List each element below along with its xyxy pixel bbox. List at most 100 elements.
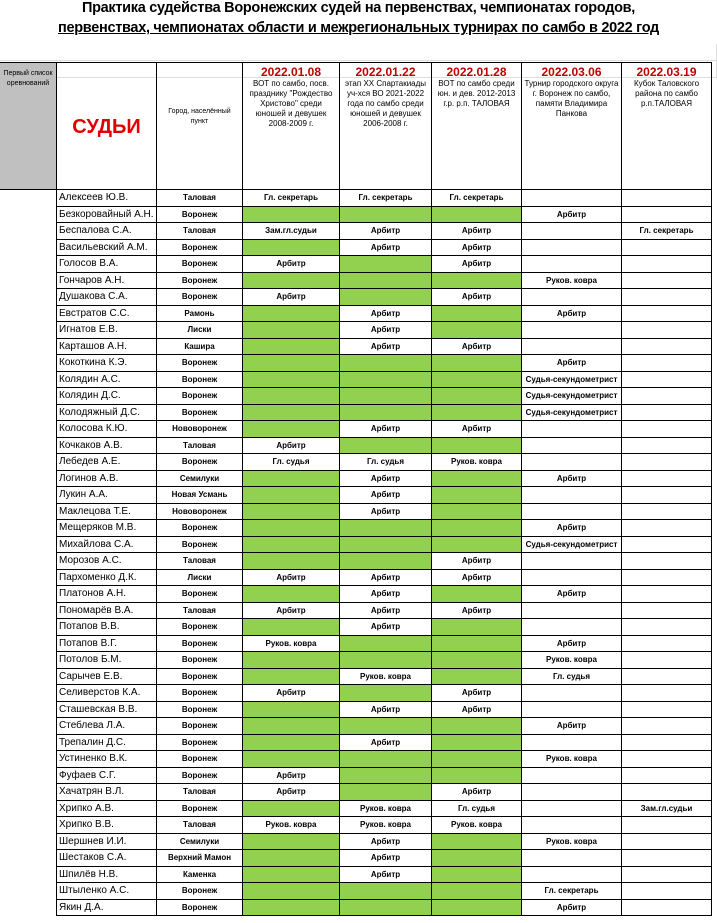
city: Каменка [157, 866, 243, 883]
row-spacer [0, 850, 57, 867]
role-cell [522, 619, 622, 636]
role-cell [243, 404, 340, 421]
row-spacer [0, 437, 57, 454]
role-cell: Арбитр [340, 239, 432, 256]
role-cell [243, 487, 340, 504]
judge-name: Безкоровайный А.Н. [57, 206, 157, 223]
role-cell [432, 866, 522, 883]
role-cell: Гл. секретарь [340, 190, 432, 207]
role-cell [340, 767, 432, 784]
role-cell [432, 767, 522, 784]
row-spacer [0, 883, 57, 900]
city: Таловая [157, 437, 243, 454]
role-cell [622, 239, 712, 256]
role-cell [243, 520, 340, 537]
row-spacer [0, 305, 57, 322]
city: Лиски [157, 569, 243, 586]
role-cell [432, 355, 522, 372]
role-cell: Арбитр [432, 223, 522, 240]
judge-name: Потолов Б.М. [57, 652, 157, 669]
role-cell: Арбитр [522, 899, 622, 916]
role-cell [622, 487, 712, 504]
role-cell [522, 553, 622, 570]
role-cell [243, 652, 340, 669]
row-spacer [0, 833, 57, 850]
role-cell [432, 388, 522, 405]
role-cell [340, 718, 432, 735]
role-cell: Арбитр [243, 256, 340, 273]
judge-name: Шершнев И.И. [57, 833, 157, 850]
role-cell [432, 272, 522, 289]
row-spacer [0, 734, 57, 751]
row-spacer [0, 652, 57, 669]
city: Семилуки [157, 470, 243, 487]
role-cell [622, 355, 712, 372]
role-cell: Судья-секундометрист [522, 371, 622, 388]
city-header: Город, населённый пункт [157, 62, 243, 190]
role-cell: Руков. ковра [432, 454, 522, 471]
role-cell: Арбитр [522, 718, 622, 735]
judge-name: Карташов А.Н. [57, 338, 157, 355]
role-cell: Судья-секундометрист [522, 388, 622, 405]
role-cell [243, 272, 340, 289]
role-cell [243, 206, 340, 223]
role-cell [340, 371, 432, 388]
row-spacer [0, 388, 57, 405]
judges-header: СУДЬИ [57, 62, 157, 190]
role-cell: Арбитр [340, 866, 432, 883]
role-cell [622, 536, 712, 553]
judge-name: Стеблева Л.А. [57, 718, 157, 735]
row-spacer [0, 751, 57, 768]
role-cell [432, 322, 522, 339]
role-cell: Арбитр [432, 553, 522, 570]
role-cell: Арбитр [522, 586, 622, 603]
role-cell [522, 800, 622, 817]
role-cell [243, 421, 340, 438]
row-spacer [0, 536, 57, 553]
city: Воронеж [157, 668, 243, 685]
event-header: 2022.01.08 ВОТ по самбо, посв. празднику … [243, 62, 340, 190]
role-cell [340, 652, 432, 669]
row-spacer [0, 784, 57, 801]
role-cell: Руков. ковра [340, 817, 432, 834]
role-cell: Арбитр [243, 569, 340, 586]
role-cell: Арбитр [340, 503, 432, 520]
sheet-row [0, 44, 717, 61]
city: Воронеж [157, 256, 243, 273]
role-cell [622, 751, 712, 768]
list-header: Первый список оревнований [0, 62, 57, 190]
role-cell: Руков. ковра [340, 668, 432, 685]
city: Воронеж [157, 289, 243, 306]
role-cell [622, 833, 712, 850]
role-cell [622, 289, 712, 306]
role-cell [522, 734, 622, 751]
role-cell: Арбитр [522, 520, 622, 537]
judge-name: Селиверстов К.А. [57, 685, 157, 702]
city: Таловая [157, 190, 243, 207]
row-spacer [0, 223, 57, 240]
role-cell [243, 701, 340, 718]
role-cell [622, 899, 712, 916]
role-cell: Арбитр [340, 569, 432, 586]
role-cell: Арбитр [243, 784, 340, 801]
role-cell [522, 454, 622, 471]
role-cell: Руков. ковра [340, 800, 432, 817]
row-spacer [0, 371, 57, 388]
city: Воронеж [157, 371, 243, 388]
role-cell [522, 190, 622, 207]
judge-name: Якин Д.А. [57, 899, 157, 916]
judge-name: Душакова С.А. [57, 289, 157, 306]
row-spacer [0, 767, 57, 784]
role-cell: Арбитр [522, 206, 622, 223]
role-cell [432, 652, 522, 669]
role-cell: Арбитр [243, 602, 340, 619]
role-cell [622, 338, 712, 355]
role-cell [622, 635, 712, 652]
judge-name: Потапов В.В. [57, 619, 157, 636]
role-cell [243, 305, 340, 322]
city: Воронеж [157, 404, 243, 421]
role-cell [522, 602, 622, 619]
role-cell: Зам.гл.судьи [243, 223, 340, 240]
role-cell: Гл. секретарь [622, 223, 712, 240]
role-cell [622, 520, 712, 537]
